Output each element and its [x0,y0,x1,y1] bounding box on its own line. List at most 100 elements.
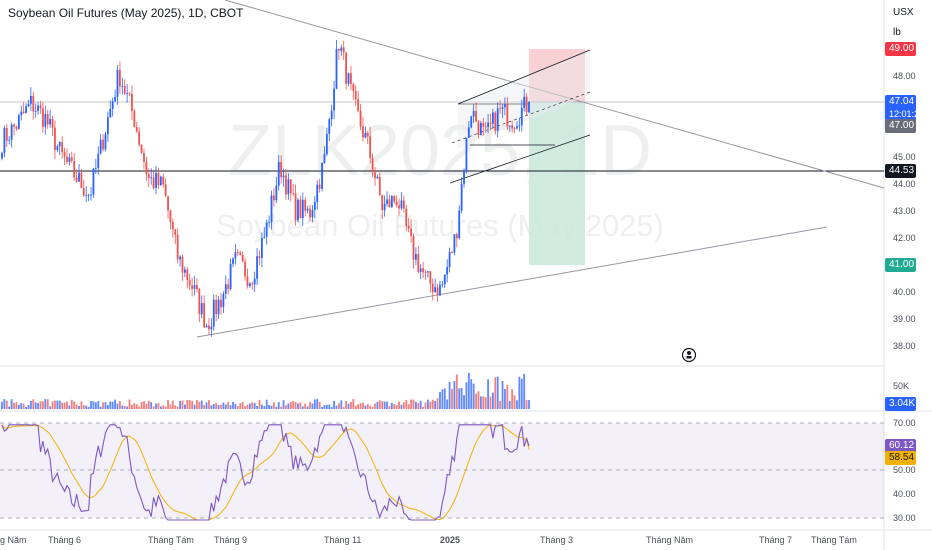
position-stop-zone[interactable] [529,102,585,265]
candlestick-series[interactable] [1,40,530,337]
position-target-zone[interactable] [529,49,585,102]
volume-bar [410,399,412,409]
candle-body [309,208,311,218]
candle-body [232,258,234,264]
replay-icon[interactable] [681,347,697,363]
watermark-symbol: ZLK2025, 1D [228,111,652,191]
candle-body [395,201,398,206]
volume-bar [352,399,355,409]
volume-bar [357,404,360,409]
volume-bar [99,406,102,409]
bar-countdown-tag: 12:01:27 [885,107,924,121]
ascending-trendline[interactable] [196,226,828,338]
volume-bar [1,401,3,409]
volume-bar [234,403,237,409]
candle-body [56,146,59,151]
candle-body [126,92,129,94]
candle-body [499,108,502,110]
candle-body [75,177,78,182]
candle-body [85,195,88,196]
volume-bar [8,406,11,409]
candle-body [265,222,268,237]
candle-body [22,111,25,114]
candle-body [337,49,340,51]
candle-body [27,103,30,107]
candle-body [292,193,295,194]
candle-body [489,122,492,124]
candle-body [352,84,355,92]
volume-bar [265,399,268,409]
time-tick: Tháng Năm [646,535,693,545]
volume-bar [528,400,530,409]
volume-bar [501,381,504,409]
volume-bar [270,405,273,409]
volume-bar [171,400,174,409]
candle-body [167,195,169,211]
volume-bar [34,402,37,409]
volume-bar [87,406,90,409]
candle-body [448,251,451,267]
candle-body [224,284,227,294]
candle-body [164,184,167,196]
candle-body [42,108,44,127]
volume-bar [494,377,497,409]
volume-bar [342,406,345,409]
candle-body [405,208,408,226]
volume-bar [333,400,335,409]
volume-bar [246,404,249,409]
candle-body [210,326,213,330]
volume-bar [323,405,326,409]
level-47-tag: 47.00 [885,119,916,133]
volume-bar [119,401,121,409]
volume-bar [92,401,95,409]
unit-label[interactable]: lb [893,27,901,38]
volume-bar [516,400,518,409]
time-tick: Tháng 3 [540,535,573,545]
volume-bar [381,401,384,409]
volume-bar [427,399,429,409]
candle-body [179,256,181,260]
volume-bar [61,402,64,409]
volume-bar [364,405,367,409]
candle-body [236,252,239,253]
candle-body [460,183,463,211]
volume-bar [135,404,138,409]
candle-body [325,133,328,155]
candle-body [174,229,177,235]
candle-body [434,287,437,293]
volume-bar [179,400,181,409]
volume-bar [299,402,302,409]
candle-body [299,199,302,218]
currency-label[interactable]: USX [893,7,914,18]
support-level-tag: 44.53 [885,164,916,178]
candle-body [20,111,23,116]
channel-upper-line[interactable] [457,49,591,105]
time-tick: Tháng 9 [214,535,247,545]
price-tick: 45.00 [893,152,916,162]
volume-bar [239,403,242,409]
candle-body [227,284,230,290]
volume-bar [419,401,422,409]
volume-bar [196,400,198,409]
candle-body [451,251,453,253]
volume-bar [273,402,275,409]
descending-trendline[interactable] [224,0,885,189]
volume-bar [453,381,456,409]
candle-body [289,179,292,194]
candle-body [198,289,201,315]
candle-body [203,303,206,328]
candle-body [455,234,458,239]
volume-bar [511,389,514,409]
channel-lower-line[interactable] [449,134,591,184]
candle-body [73,160,76,178]
candle-body [253,278,256,285]
rsi-axis-ticks: 70.00 50.00 40.00 30.00 [893,418,916,523]
volume-bar [311,403,314,409]
candle-body [135,127,138,132]
candle-body [205,325,208,328]
volume-bar [359,403,362,409]
volume-bar [436,398,439,409]
candle-body [492,112,494,124]
rsi-line[interactable] [1,424,530,521]
